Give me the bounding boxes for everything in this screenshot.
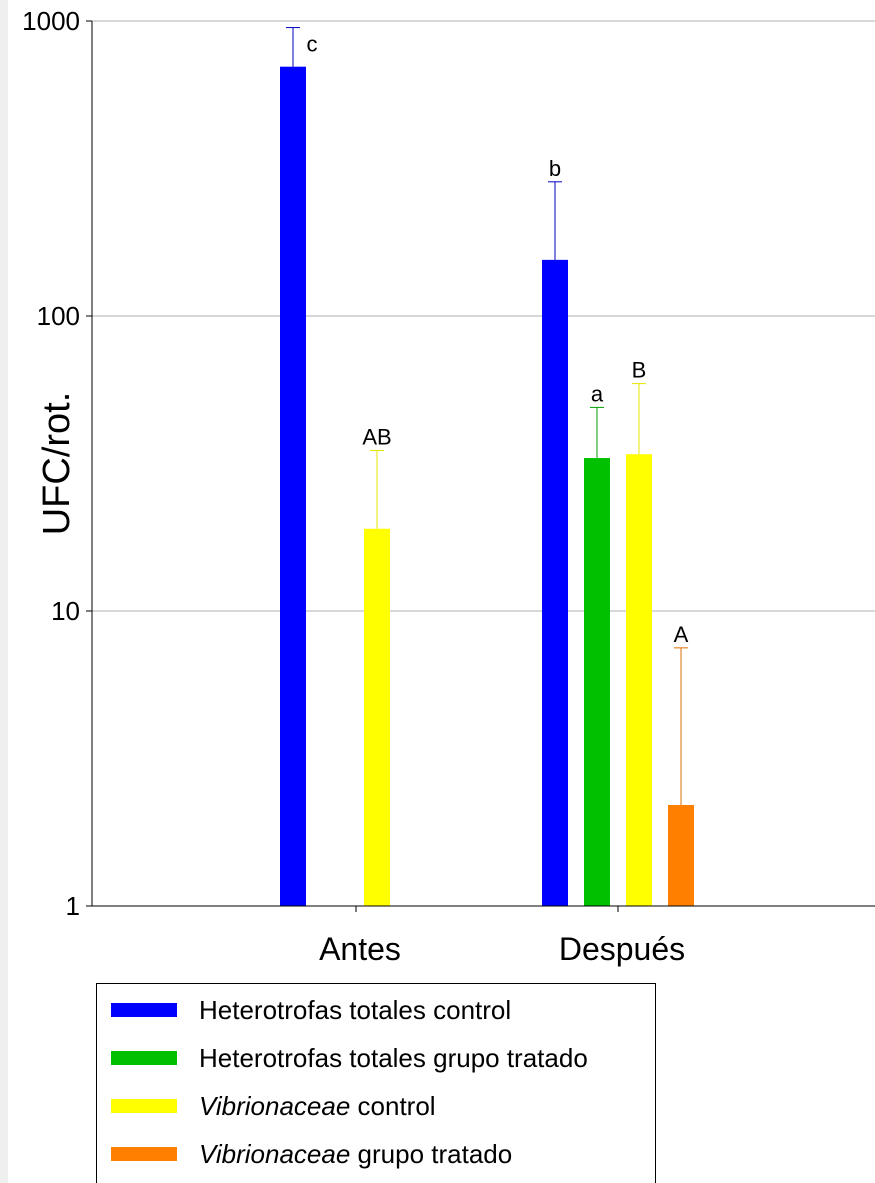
y-tick-label: 1000 xyxy=(22,6,80,36)
bar xyxy=(364,528,390,906)
bar xyxy=(542,259,568,906)
legend: Heterotrofas totales control Heterotrofa… xyxy=(96,983,656,1183)
bar xyxy=(668,804,694,906)
legend-label: Vibrionaceae grupo tratado xyxy=(199,1138,513,1169)
legend-label: Vibrionaceae control xyxy=(199,1090,436,1121)
significance-label: AB xyxy=(362,424,391,449)
legend-item-vibrionaceae-control: Vibrionaceae control xyxy=(111,1088,436,1124)
y-axis-label: UFC/rot. xyxy=(36,392,78,536)
x-tick-label: Después xyxy=(559,931,685,967)
significance-label: b xyxy=(549,156,561,181)
bar xyxy=(626,454,652,906)
legend-swatch xyxy=(111,1099,177,1113)
significance-label: a xyxy=(591,381,604,406)
legend-item-vibrionaceae-tratado: Vibrionaceae grupo tratado xyxy=(111,1136,512,1172)
legend-swatch xyxy=(111,1147,177,1161)
bar xyxy=(280,66,306,907)
y-tick-label: 10 xyxy=(51,596,80,626)
y-tick-label: 100 xyxy=(37,301,80,331)
bar-chart: 1 10 100 1000 UFC/rot. Antes c AB Después b a B A xyxy=(22,6,875,967)
left-margin-strip xyxy=(0,0,8,1183)
legend-label: Heterotrofas totales control xyxy=(199,994,512,1025)
legend-label: Heterotrofas totales grupo tratado xyxy=(199,1042,588,1073)
significance-label: c xyxy=(307,32,318,57)
legend-item-heterotrofas-control: Heterotrofas totales control xyxy=(111,992,511,1028)
significance-label: A xyxy=(674,622,689,647)
legend-swatch xyxy=(111,1003,177,1017)
legend-swatch xyxy=(111,1051,177,1065)
bar xyxy=(584,458,610,906)
significance-label: B xyxy=(632,358,647,383)
y-tick-label: 1 xyxy=(66,891,80,921)
legend-item-heterotrofas-tratado: Heterotrofas totales grupo tratado xyxy=(111,1040,588,1076)
x-tick-label: Antes xyxy=(319,931,401,967)
